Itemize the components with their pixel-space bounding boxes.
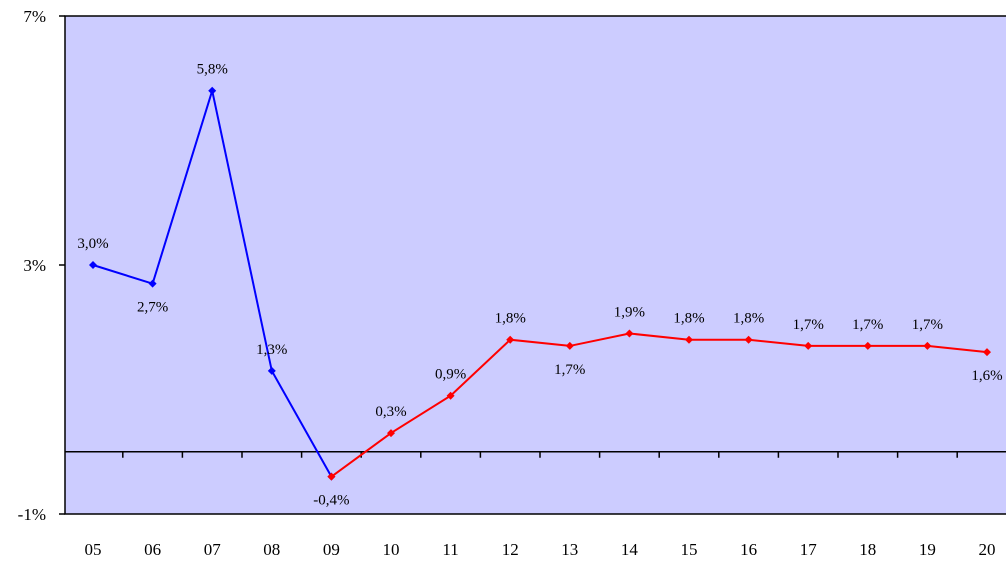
data-label: 1,8% bbox=[733, 311, 764, 327]
series-line bbox=[330, 332, 988, 478]
data-point bbox=[744, 335, 753, 344]
data-point bbox=[327, 472, 336, 481]
x-tick-label: 05 bbox=[85, 540, 102, 559]
data-label: 5,8% bbox=[197, 62, 228, 78]
x-axis: 05 06 07 08 09 10 11 12 13 14 15 16 17 18 19 20 bbox=[85, 540, 996, 559]
data-label: 1,7% bbox=[554, 362, 585, 378]
x-tick-label: 12 bbox=[502, 540, 519, 559]
data-point bbox=[565, 341, 574, 350]
data-point bbox=[983, 348, 991, 357]
data-label: 1,9% bbox=[614, 304, 645, 320]
data-point bbox=[863, 341, 872, 350]
y-tick-label: 7% bbox=[23, 7, 46, 26]
series-group bbox=[89, 86, 991, 481]
x-tick-label: 09 bbox=[323, 540, 340, 559]
data-label: 1,6% bbox=[971, 368, 1002, 384]
x-tick-label: 07 bbox=[204, 540, 222, 559]
x-tick-label: 06 bbox=[144, 540, 161, 559]
plot-area bbox=[64, 15, 1006, 515]
data-label: 1,3% bbox=[256, 342, 287, 358]
data-point bbox=[685, 335, 693, 344]
x-tick-label: 15 bbox=[681, 540, 698, 559]
data-label: -0,4% bbox=[313, 493, 349, 509]
data-point bbox=[148, 279, 157, 288]
data-label: 0,3% bbox=[375, 404, 406, 420]
data-point bbox=[267, 366, 276, 375]
x-tick-label: 10 bbox=[383, 540, 400, 559]
data-label: 1,8% bbox=[673, 311, 704, 327]
data-point bbox=[804, 341, 813, 350]
data-label: 3,0% bbox=[77, 236, 108, 252]
data-label: 2,7% bbox=[137, 300, 168, 316]
y-tick-label: -1% bbox=[18, 505, 46, 524]
data-point bbox=[625, 329, 634, 338]
x-tick-label: 19 bbox=[919, 540, 936, 559]
x-tick-label: 18 bbox=[859, 540, 876, 559]
x-tick-label: 08 bbox=[263, 540, 280, 559]
data-point bbox=[923, 341, 932, 350]
data-label: 1,8% bbox=[495, 311, 526, 327]
x-tick-label: 16 bbox=[740, 540, 757, 559]
data-point bbox=[387, 429, 395, 438]
data-label: 1,7% bbox=[912, 317, 943, 333]
data-point bbox=[446, 391, 455, 400]
data-label: 0,9% bbox=[435, 367, 466, 383]
x-tick-label: 20 bbox=[979, 540, 996, 559]
data-label: 1,7% bbox=[793, 317, 824, 333]
baseline bbox=[65, 451, 1006, 458]
x-tick-label: 13 bbox=[561, 540, 578, 559]
data-point bbox=[89, 261, 97, 269]
y-axis: 7% 3% -1% bbox=[18, 7, 65, 524]
y-tick-label: 3% bbox=[23, 256, 46, 275]
data-labels: 3,0% 2,7% 5,8% 1,3% -0,4% 0,3% 0,9% 1,8% 1,7% 1,9… bbox=[77, 62, 1002, 509]
x-tick-label: 17 bbox=[800, 540, 818, 559]
x-tick-label: 14 bbox=[621, 540, 639, 559]
data-point bbox=[506, 335, 515, 344]
x-tick-label: 11 bbox=[442, 540, 458, 559]
data-label: 1,7% bbox=[852, 317, 883, 333]
data-point bbox=[208, 86, 217, 95]
